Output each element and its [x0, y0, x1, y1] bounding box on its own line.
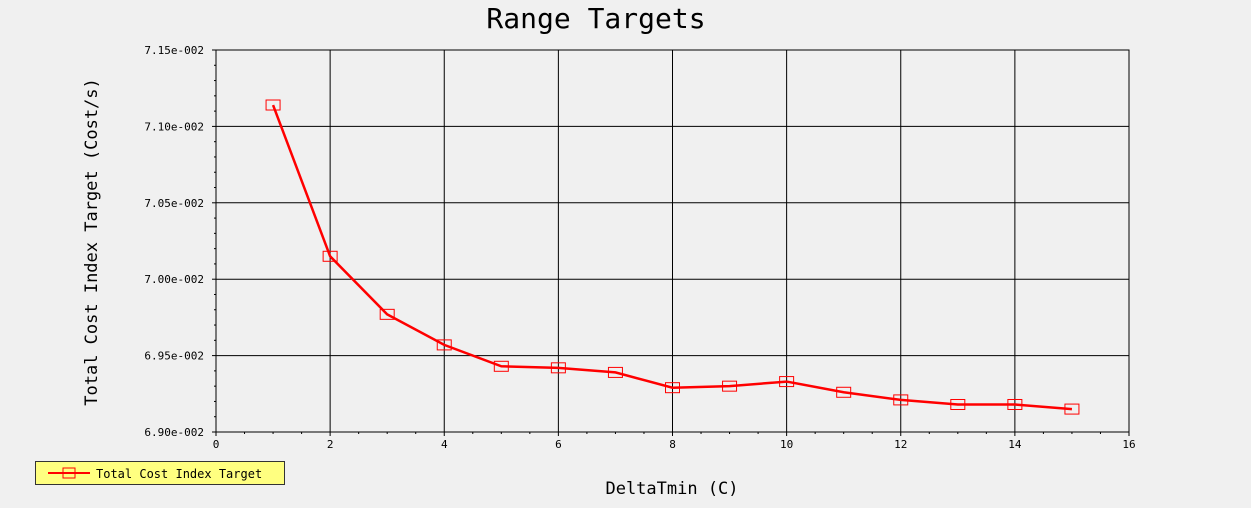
y-tick-label: 6.95e-002: [144, 350, 204, 363]
y-tick-label: 7.05e-002: [144, 197, 204, 210]
x-tick-label: 8: [669, 438, 676, 451]
x-tick-label: 14: [1008, 438, 1022, 451]
legend: Total Cost Index Target: [35, 461, 285, 485]
data-point-marker: [1064, 403, 1080, 415]
x-tick-label: 10: [780, 438, 793, 451]
x-tick-label: 16: [1122, 438, 1135, 451]
x-axis-label: DeltaTmin (C): [605, 479, 738, 499]
data-point-marker: [950, 398, 966, 410]
data-point-marker: [379, 308, 395, 320]
legend-label: Total Cost Index Target: [96, 467, 263, 481]
y-tick-label: 7.15e-002: [144, 44, 204, 57]
data-point-marker: [893, 394, 909, 406]
data-point-marker: [493, 360, 509, 372]
x-tick-label: 6: [555, 438, 562, 451]
x-tick-label: 12: [894, 438, 907, 451]
data-point-marker: [436, 339, 452, 351]
data-point-marker: [722, 380, 738, 392]
y-tick-label: 6.90e-002: [144, 426, 204, 439]
y-tick-label: 7.00e-002: [144, 273, 204, 286]
chart-title: Range Targets: [486, 2, 705, 35]
data-point-marker: [550, 362, 566, 374]
x-tick-label: 0: [213, 438, 220, 451]
x-tick-label: 4: [441, 438, 448, 451]
plot-area: 0 2 4 6 8 10 12 14 16 6.90e-002 6.95e-002 7.00e-002…: [144, 44, 1135, 451]
y-axis-label: Total Cost Index Target (Cost/s): [82, 78, 102, 406]
data-point-marker: [322, 250, 338, 262]
data-point-marker: [836, 386, 852, 398]
data-point-marker: [607, 366, 623, 378]
data-point-marker: [1007, 398, 1023, 410]
data-point-marker: [665, 382, 680, 394]
data-point-marker: [265, 99, 281, 111]
data-point-marker: [779, 376, 795, 388]
x-tick-label: 2: [327, 438, 334, 451]
legend-swatch-icon: [48, 467, 90, 479]
series-line: [271, 104, 1073, 411]
y-tick-label: 7.10e-002: [144, 120, 204, 133]
